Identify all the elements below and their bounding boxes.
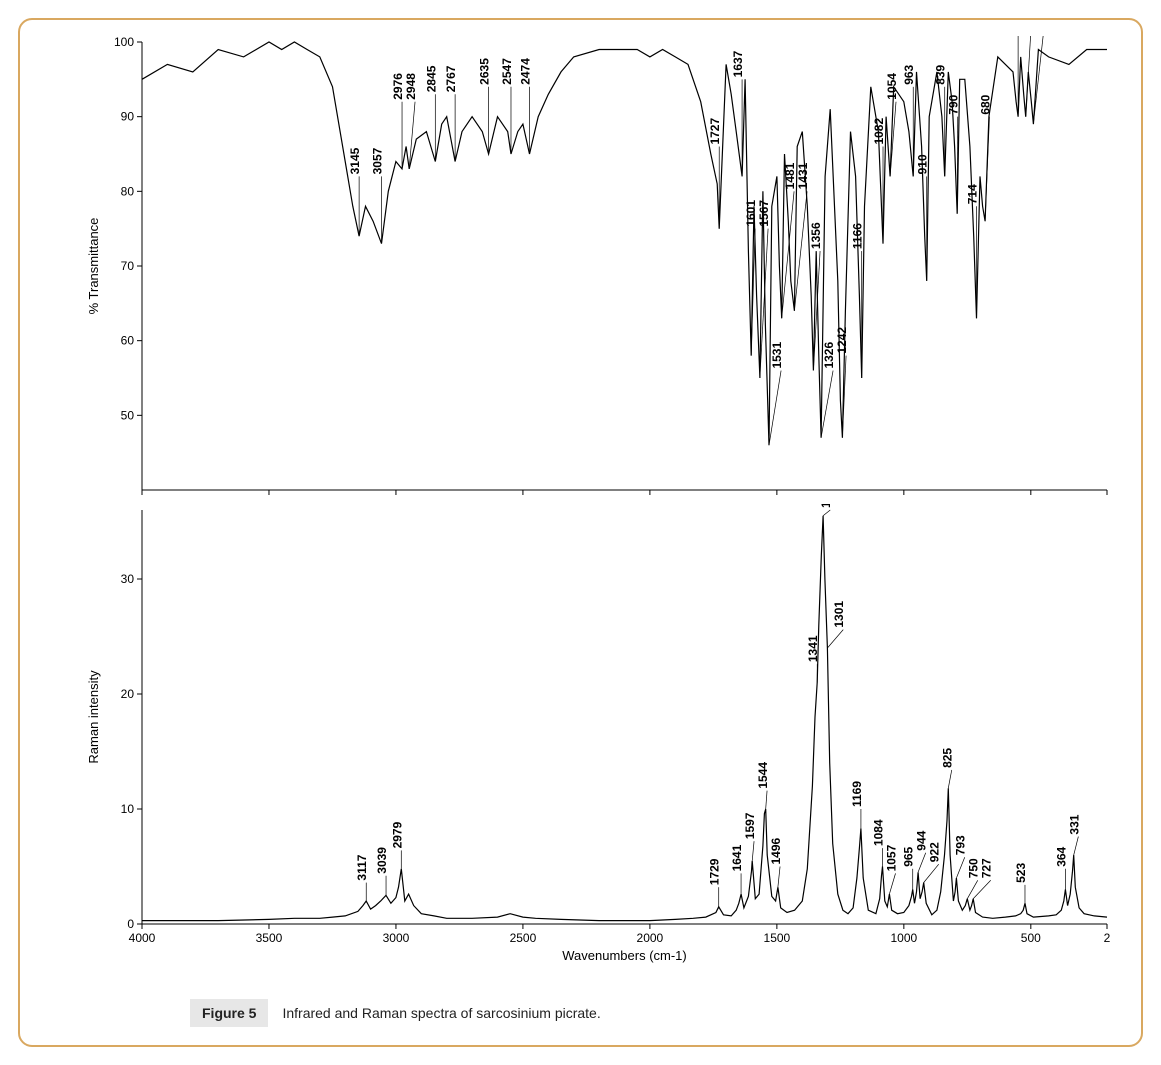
svg-text:1597: 1597 [743,812,757,839]
svg-text:523: 523 [1014,862,1028,882]
svg-text:1567: 1567 [757,200,771,227]
svg-text:3000: 3000 [383,931,410,945]
svg-text:2547: 2547 [500,58,514,85]
svg-text:963: 963 [902,64,916,84]
svg-text:1082: 1082 [872,118,886,145]
svg-text:1481: 1481 [783,162,797,189]
svg-text:839: 839 [934,64,948,84]
svg-text:2976: 2976 [391,73,405,100]
chart-stack: 5060708090100% Transmittance314530572976… [80,36,1115,965]
svg-text:1637: 1637 [731,50,745,77]
raman-spectrum-chart: 0102030Raman intensity400035003000250020… [80,504,1115,966]
svg-text:750: 750 [967,857,981,877]
figure-caption-row: Figure 5 Infrared and Raman spectra of s… [190,999,601,1027]
svg-text:1054: 1054 [885,73,899,100]
figure-caption-text: Infrared and Raman spectra of sarcosiniu… [282,1005,600,1021]
svg-text:1242: 1242 [835,327,849,354]
raman-chart-svg: 0102030Raman intensity400035003000250020… [80,504,1115,966]
svg-text:2000: 2000 [637,931,664,945]
svg-text:3117: 3117 [355,854,369,880]
svg-text:50: 50 [121,408,135,422]
svg-text:1057: 1057 [885,844,899,871]
svg-text:1341: 1341 [806,635,820,662]
svg-text:10: 10 [121,802,135,816]
svg-text:2845: 2845 [424,65,438,92]
svg-text:0: 0 [127,917,134,931]
svg-text:1496: 1496 [769,837,783,864]
svg-text:2767: 2767 [444,65,458,92]
svg-text:4000: 4000 [129,931,156,945]
svg-text:70: 70 [121,259,135,273]
svg-text:1431: 1431 [796,162,810,189]
svg-text:727: 727 [980,857,994,877]
svg-text:1641: 1641 [730,844,744,871]
svg-text:500: 500 [1021,931,1041,945]
svg-text:2500: 2500 [510,931,537,945]
svg-text:2474: 2474 [519,58,533,85]
svg-text:1326: 1326 [822,342,836,369]
svg-text:910: 910 [916,154,930,174]
svg-text:3145: 3145 [348,147,362,174]
figure-panel: 5060708090100% Transmittance314530572976… [18,18,1143,1047]
svg-text:331: 331 [1067,814,1081,834]
svg-text:965: 965 [902,846,916,866]
svg-text:1301: 1301 [832,600,846,627]
svg-text:3039: 3039 [375,846,389,873]
svg-text:680: 680 [978,94,992,114]
svg-text:790: 790 [947,94,961,114]
svg-text:1356: 1356 [809,222,823,249]
svg-text:1500: 1500 [764,931,791,945]
ir-spectrum-chart: 50 60 70 80 90 100 % Transmittance 3145 3057 2976… [80,36,1115,498]
svg-text:90: 90 [121,110,135,124]
svg-text:1544: 1544 [756,761,770,788]
svg-text:2979: 2979 [390,821,404,848]
svg-text:2948: 2948 [404,73,418,100]
svg-text:2: 2 [1104,931,1111,945]
svg-text:% Transmittance: % Transmittance [86,218,101,315]
svg-text:1727: 1727 [708,118,722,145]
svg-text:1166: 1166 [851,223,865,249]
svg-text:80: 80 [121,184,135,198]
svg-text:Wavenumbers (cm-1): Wavenumbers (cm-1) [562,948,686,963]
figure-frame: 5060708090100% Transmittance314530572976… [0,0,1161,1065]
svg-text:3057: 3057 [370,147,384,174]
svg-text:922: 922 [928,841,942,861]
svg-text:Raman intensity: Raman intensity [86,669,101,763]
svg-text:2635: 2635 [478,58,492,85]
svg-text:1531: 1531 [770,342,784,369]
svg-text:793: 793 [954,834,968,854]
svg-text:1000: 1000 [890,931,917,945]
svg-text:20: 20 [121,687,135,701]
figure-badge: Figure 5 [190,999,268,1027]
svg-text:30: 30 [121,572,135,586]
svg-text:1729: 1729 [708,858,722,885]
ir-chart-svg: 50 60 70 80 90 100 % Transmittance 3145 3057 2976… [80,36,1115,498]
svg-text:3500: 3500 [256,931,283,945]
svg-text:100: 100 [114,36,134,49]
svg-text:1318: 1318 [819,504,833,508]
svg-text:944: 944 [915,830,929,850]
svg-text:1084: 1084 [872,819,886,846]
svg-text:364: 364 [1054,846,1068,866]
svg-text:825: 825 [941,747,955,767]
svg-text:1601: 1601 [744,200,758,227]
svg-text:1169: 1169 [850,780,864,806]
svg-text:714: 714 [965,184,979,204]
svg-text:60: 60 [121,334,135,348]
